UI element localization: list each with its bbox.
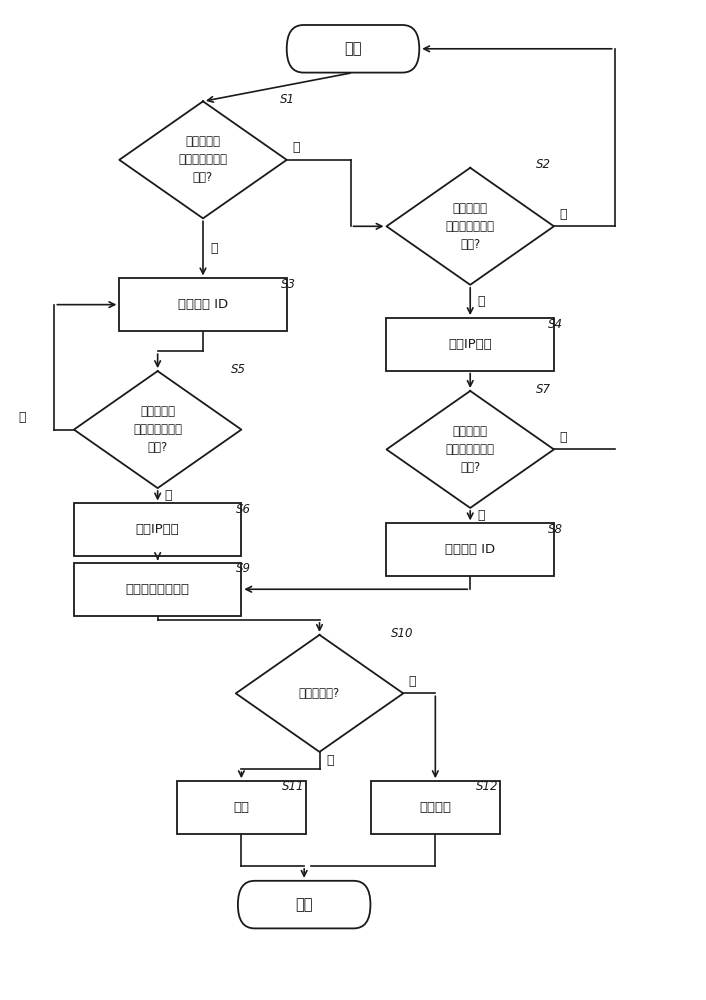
Text: 是: 是 — [164, 489, 172, 502]
FancyBboxPatch shape — [238, 881, 371, 928]
FancyBboxPatch shape — [287, 25, 419, 73]
Polygon shape — [236, 635, 403, 752]
Text: 建立了经由
第一近场通信的
连接?: 建立了经由 第一近场通信的 连接? — [179, 135, 227, 184]
Text: S12: S12 — [476, 780, 498, 793]
Text: S10: S10 — [391, 627, 414, 640]
Text: 保持打印: 保持打印 — [419, 801, 451, 814]
FancyBboxPatch shape — [386, 523, 554, 576]
Polygon shape — [74, 371, 241, 488]
Text: 否: 否 — [292, 141, 300, 154]
Text: S11: S11 — [282, 780, 304, 793]
Text: S8: S8 — [549, 523, 563, 536]
Text: S9: S9 — [236, 562, 251, 575]
Text: 接收打印指示信息: 接收打印指示信息 — [126, 583, 190, 596]
Text: S2: S2 — [536, 158, 551, 171]
Text: 建立了经由
第一近场通信的
连接?: 建立了经由 第一近场通信的 连接? — [445, 425, 495, 474]
Text: 否: 否 — [409, 675, 417, 688]
Text: S4: S4 — [549, 318, 563, 331]
Text: 是: 是 — [326, 754, 334, 767]
Text: S6: S6 — [236, 503, 251, 516]
Text: 获取用户 ID: 获取用户 ID — [445, 543, 496, 556]
FancyBboxPatch shape — [74, 503, 241, 556]
Text: 传送IP地址: 传送IP地址 — [136, 523, 179, 536]
Text: 获取用户 ID: 获取用户 ID — [178, 298, 228, 311]
Text: 否: 否 — [560, 431, 567, 444]
Text: 是: 是 — [210, 242, 217, 255]
FancyBboxPatch shape — [386, 318, 554, 371]
Text: 否: 否 — [18, 411, 25, 424]
Text: 结束: 结束 — [295, 897, 313, 912]
FancyBboxPatch shape — [371, 781, 500, 834]
FancyBboxPatch shape — [176, 781, 306, 834]
Text: 开始: 开始 — [345, 41, 361, 56]
Text: 打印: 打印 — [234, 801, 249, 814]
Text: S7: S7 — [536, 383, 551, 396]
Text: 建立了经由
第二近场通信的
连接?: 建立了经由 第二近场通信的 连接? — [445, 202, 495, 251]
Text: 建立了经由
第二近场通信的
连接?: 建立了经由 第二近场通信的 连接? — [133, 405, 182, 454]
Text: 是: 是 — [477, 295, 485, 308]
Polygon shape — [386, 391, 554, 508]
FancyBboxPatch shape — [119, 278, 287, 331]
Text: S1: S1 — [280, 93, 294, 106]
Text: 传送IP地址: 传送IP地址 — [448, 338, 492, 351]
Text: 认证已成功?: 认证已成功? — [299, 687, 340, 700]
Text: 是: 是 — [477, 509, 485, 522]
Polygon shape — [386, 168, 554, 285]
Text: 否: 否 — [560, 208, 567, 221]
Text: S3: S3 — [281, 278, 296, 291]
Polygon shape — [119, 101, 287, 218]
Text: S5: S5 — [231, 363, 246, 376]
FancyBboxPatch shape — [74, 563, 241, 616]
